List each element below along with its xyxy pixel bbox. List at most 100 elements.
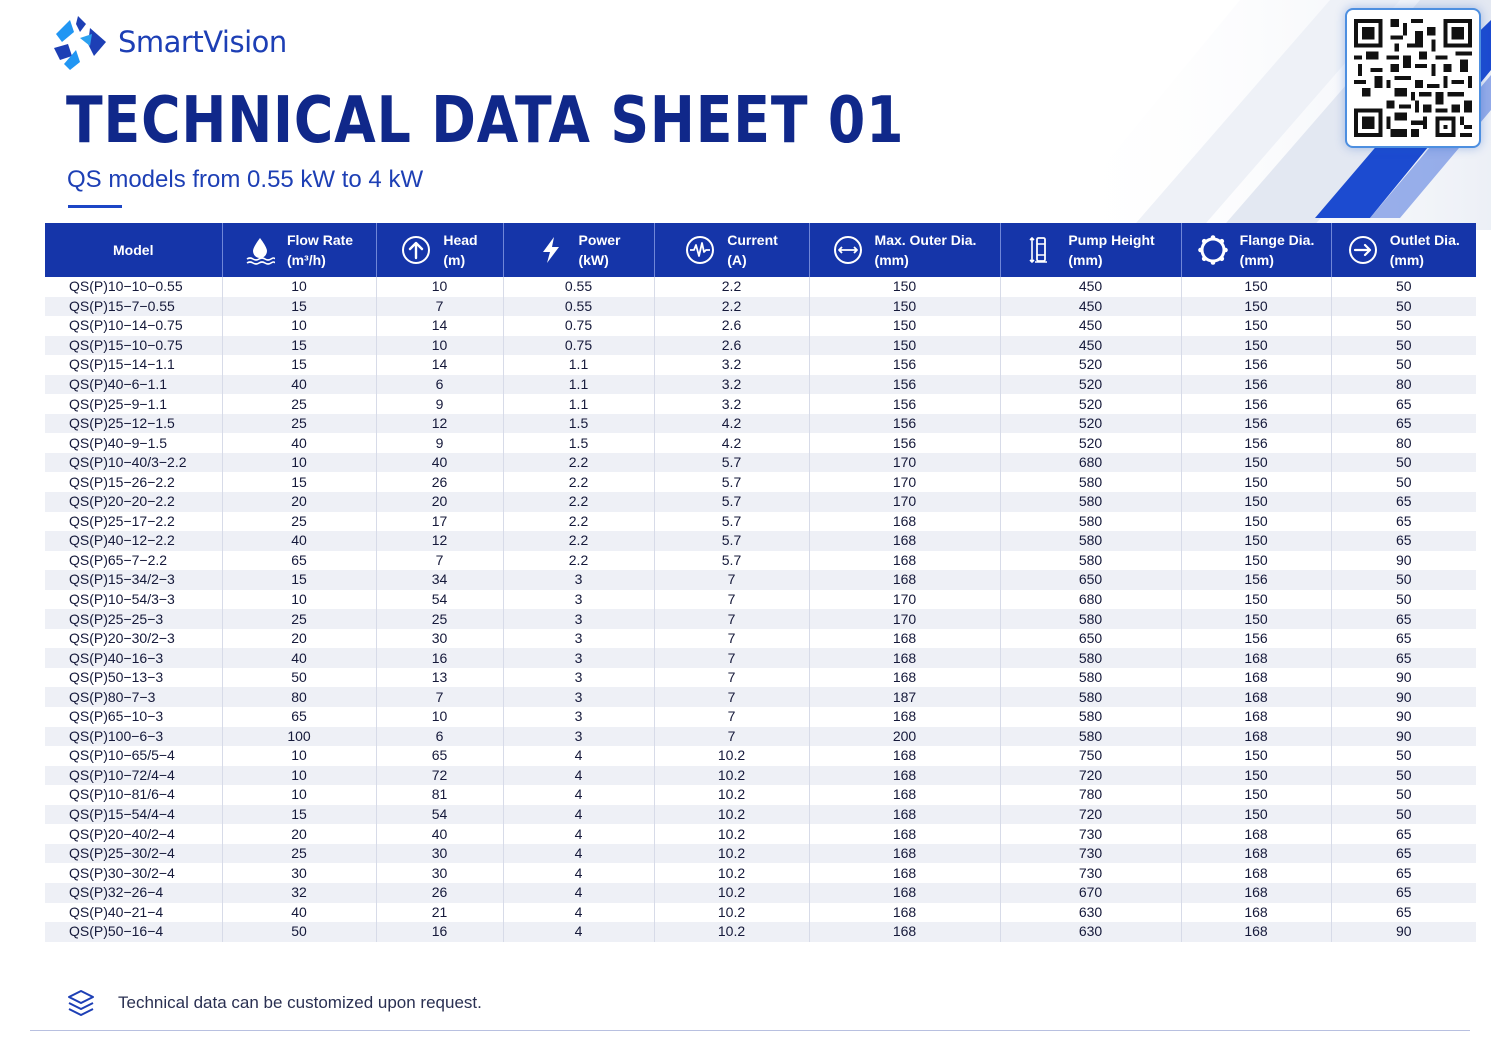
flange-icon: [1197, 235, 1228, 265]
cell-outer: 200: [809, 726, 1001, 747]
column-header-unit: (mm): [1239, 252, 1274, 268]
technical-data-table: Model Flow Rate (m³/h): [45, 223, 1476, 942]
cell-current: 2.6: [654, 316, 810, 336]
waveform-circle-icon: [686, 236, 715, 264]
table-row: QS(P)10−54/3−3 10 54 3 7 170 680 150 50: [45, 589, 1476, 610]
cell-outer: 168: [809, 648, 1001, 668]
cell-current: 10.2: [654, 843, 810, 864]
cell-flow: 25: [222, 609, 377, 629]
cell-flow: 15: [222, 355, 377, 375]
cell-model: QS(P)40−6−1.1: [45, 374, 223, 395]
cell-height: 580: [1000, 687, 1182, 708]
cell-outlet: 90: [1331, 687, 1476, 708]
cell-outer: 168: [809, 667, 1001, 688]
cell-head: 10: [376, 277, 504, 297]
cell-head: 20: [376, 492, 504, 512]
cell-flow: 15: [222, 335, 377, 356]
cell-flange: 150: [1181, 785, 1332, 805]
cell-outlet: 65: [1331, 824, 1476, 844]
table-row: QS(P)15−10−0.75 15 10 0.75 2.6 150 450 150 50: [45, 335, 1476, 356]
cell-height: 730: [1000, 863, 1182, 883]
cell-flow: 10: [222, 785, 377, 805]
cell-outer: 187: [809, 687, 1001, 708]
cell-height: 520: [1000, 394, 1182, 414]
cell-outlet: 50: [1331, 316, 1476, 336]
cell-head: 26: [376, 472, 504, 493]
lightning-bolt-icon: [543, 237, 560, 263]
table-row: QS(P)32−26−4 32 26 4 10.2 168 670 168 65: [45, 882, 1476, 903]
cell-model: QS(P)40−16−3: [45, 648, 223, 668]
cell-power: 4: [503, 843, 655, 864]
cell-model: QS(P)10−65/5−4: [45, 746, 223, 766]
cell-outer: 168: [809, 765, 1001, 786]
cell-outlet: 90: [1331, 550, 1476, 571]
cell-model: QS(P)10−81/6−4: [45, 785, 223, 805]
cell-height: 450: [1000, 335, 1182, 356]
cell-model: QS(P)15−34/2−3: [45, 570, 223, 590]
cell-current: 10.2: [654, 746, 810, 766]
table-row: QS(P)10−65/5−4 10 65 4 10.2 168 750 150 50: [45, 746, 1476, 766]
cell-flange: 168: [1181, 843, 1332, 864]
cell-height: 680: [1000, 452, 1182, 473]
cell-power: 0.55: [503, 296, 655, 317]
cell-height: 580: [1000, 511, 1182, 532]
cell-current: 7: [654, 707, 810, 727]
table-row: QS(P)15−14−1.1 15 14 1.1 3.2 156 520 156 50: [45, 355, 1476, 375]
table-row: QS(P)40−6−1.1 40 6 1.1 3.2 156 520 156 80: [45, 374, 1476, 395]
cell-current: 7: [654, 589, 810, 610]
cell-outer: 168: [809, 628, 1001, 649]
cell-current: 5.7: [654, 531, 810, 551]
cell-outer: 156: [809, 433, 1001, 453]
cell-outlet: 65: [1331, 902, 1476, 923]
cell-current: 4.2: [654, 413, 810, 434]
cell-current: 2.6: [654, 335, 810, 356]
cell-power: 2.2: [503, 531, 655, 551]
cell-outlet: 65: [1331, 882, 1476, 903]
cell-flow: 80: [222, 687, 377, 708]
cell-flow: 20: [222, 824, 377, 844]
footnote-text: Technical data can be customized upon re…: [118, 993, 482, 1012]
cell-power: 3: [503, 648, 655, 668]
cell-height: 580: [1000, 492, 1182, 512]
cell-head: 9: [376, 433, 504, 453]
cell-flange: 156: [1181, 433, 1332, 453]
cell-model: QS(P)25−9−1.1: [45, 394, 223, 414]
cell-power: 3: [503, 687, 655, 708]
column-header-unit: (m³/h): [286, 252, 326, 268]
cell-flow: 32: [222, 882, 377, 903]
cell-outer: 156: [809, 394, 1001, 414]
cell-outer: 168: [809, 804, 1001, 825]
cell-current: 3.2: [654, 374, 810, 395]
column-header-label: Power: [578, 232, 621, 248]
cell-head: 54: [376, 804, 504, 825]
cell-outlet: 65: [1331, 511, 1476, 532]
cell-flange: 150: [1181, 316, 1332, 336]
cell-current: 7: [654, 667, 810, 688]
cell-height: 450: [1000, 277, 1182, 297]
column-header-unit: (mm): [1068, 252, 1103, 268]
cell-height: 720: [1000, 804, 1182, 825]
cell-flow: 20: [222, 628, 377, 649]
cell-flow: 65: [222, 707, 377, 727]
cell-flange: 168: [1181, 667, 1332, 688]
cell-outlet: 65: [1331, 609, 1476, 629]
cell-current: 2.2: [654, 296, 810, 317]
cell-flow: 10: [222, 316, 377, 336]
cell-flange: 168: [1181, 648, 1332, 668]
arrow-up-circle-icon: [402, 236, 431, 264]
cell-outlet: 65: [1331, 648, 1476, 668]
cell-power: 3: [503, 570, 655, 590]
cell-power: 4: [503, 824, 655, 844]
cell-flange: 150: [1181, 746, 1332, 766]
table-row: QS(P)10−10−0.55 10 10 0.55 2.2 150 450 150 50: [45, 277, 1476, 297]
cell-outlet: 90: [1331, 922, 1476, 942]
cell-outer: 156: [809, 374, 1001, 395]
cell-model: QS(P)15−7−0.55: [45, 296, 223, 317]
brand-name: SmartVision: [118, 25, 287, 59]
cell-flow: 65: [222, 550, 377, 571]
cell-height: 580: [1000, 667, 1182, 688]
cell-flow: 50: [222, 667, 377, 688]
cell-height: 580: [1000, 531, 1182, 551]
qr-code[interactable]: [1345, 8, 1481, 148]
cell-current: 3.2: [654, 355, 810, 375]
